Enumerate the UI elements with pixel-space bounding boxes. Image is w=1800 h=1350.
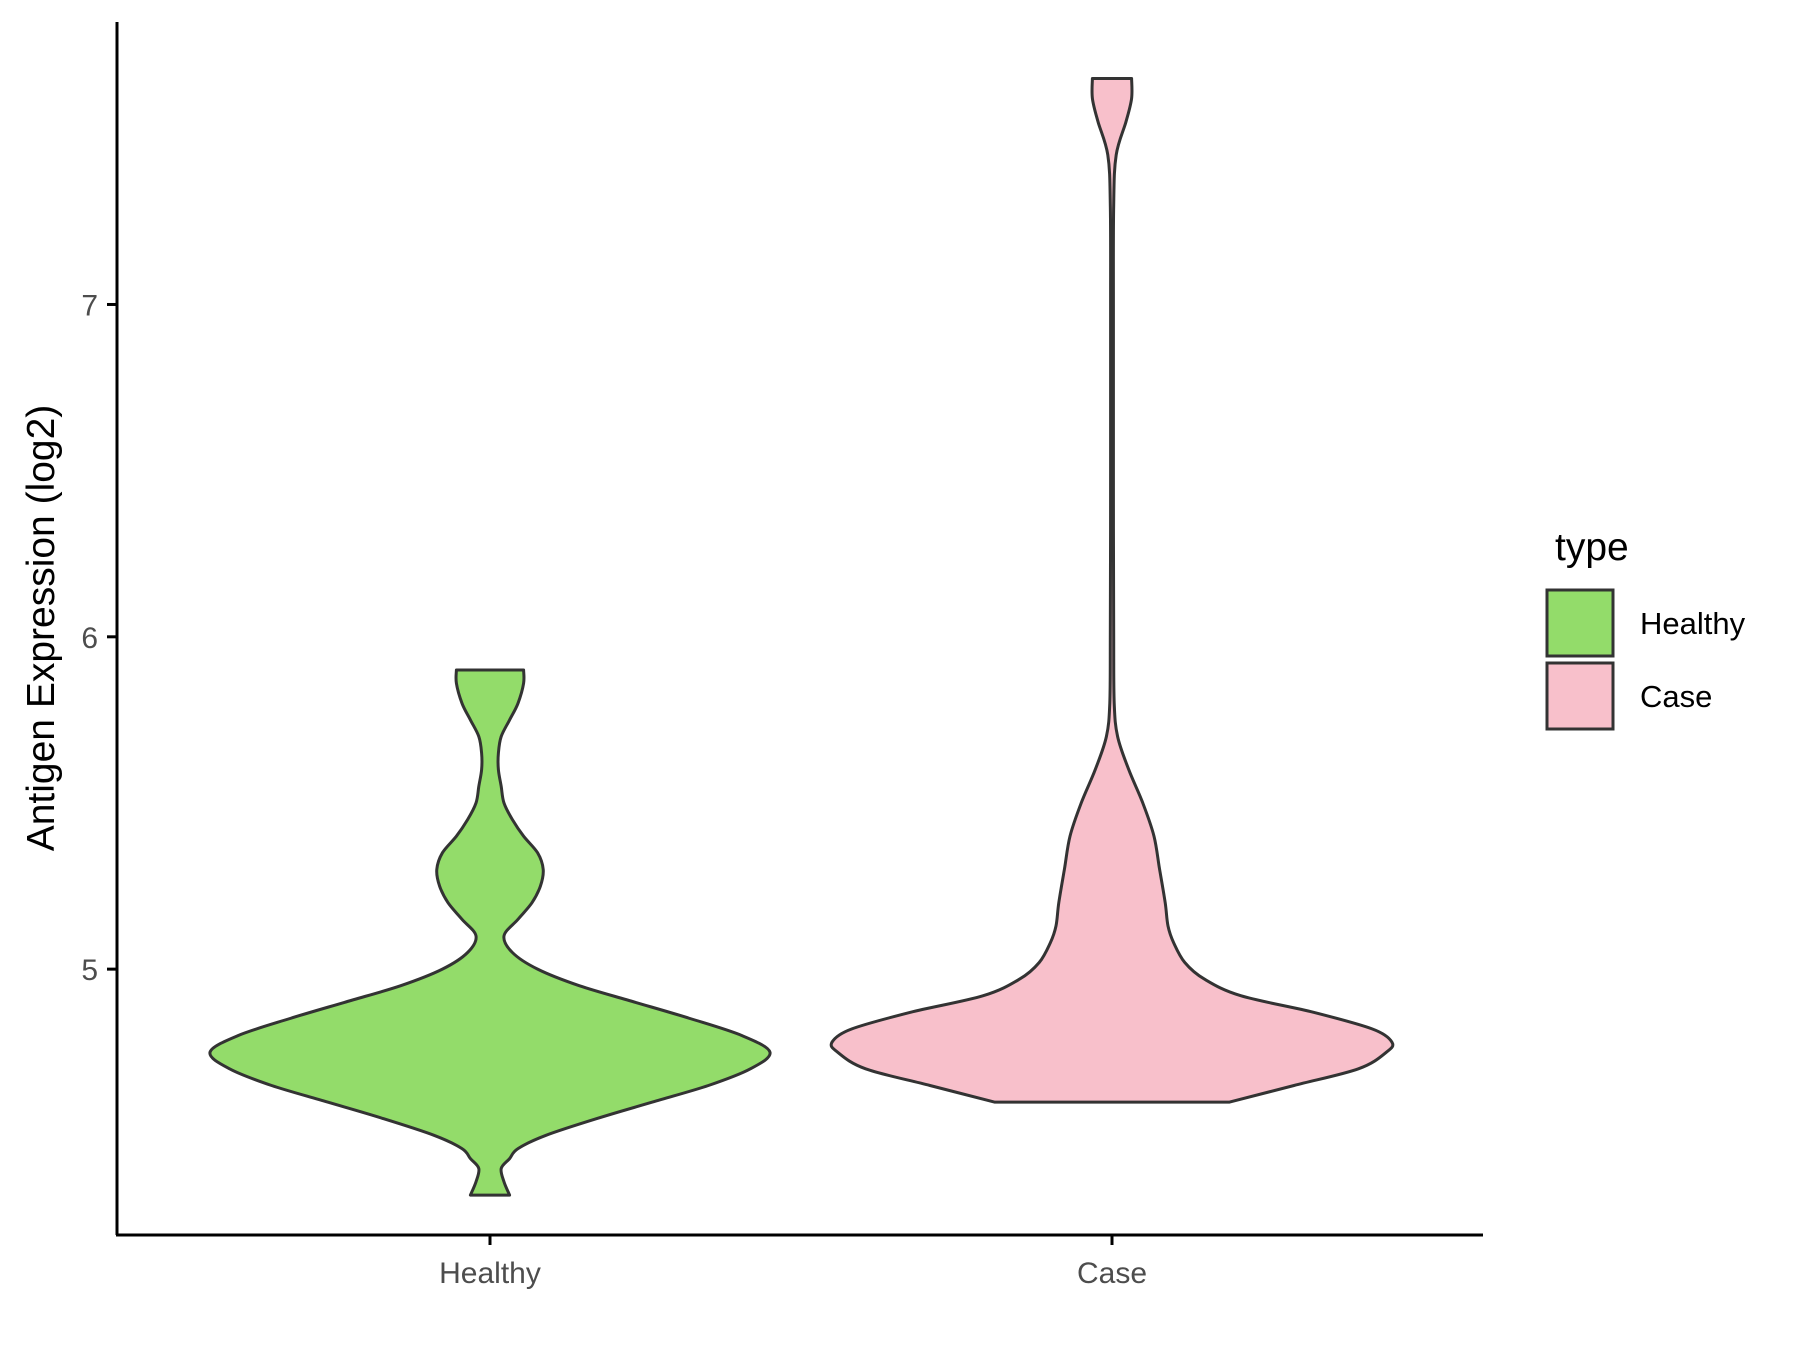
y-axis-title: Antigen Expression (log2) [20,405,63,852]
legend: type Healthy Case [1545,526,1746,731]
legend-label-healthy: Healthy [1640,606,1746,641]
y-tick-label: 7 [81,289,98,322]
violin-layer [208,77,1395,1197]
x-tick-label: Case [1077,1257,1147,1290]
legend-title: type [1555,526,1629,569]
y-tick-label: 5 [81,954,98,987]
legend-items: Healthy Case [1545,588,1746,731]
y-axis-ticks: 5 6 7 [81,289,117,987]
violin-healthy [208,668,772,1197]
x-tick-label: Healthy [439,1257,541,1290]
x-axis-ticks: Healthy Case [439,1235,1147,1290]
y-tick-label: 6 [81,622,98,655]
violin-case [829,77,1395,1104]
legend-swatch-healthy [1545,588,1615,658]
legend-swatch-case [1545,661,1615,731]
legend-label-case: Case [1640,679,1712,714]
